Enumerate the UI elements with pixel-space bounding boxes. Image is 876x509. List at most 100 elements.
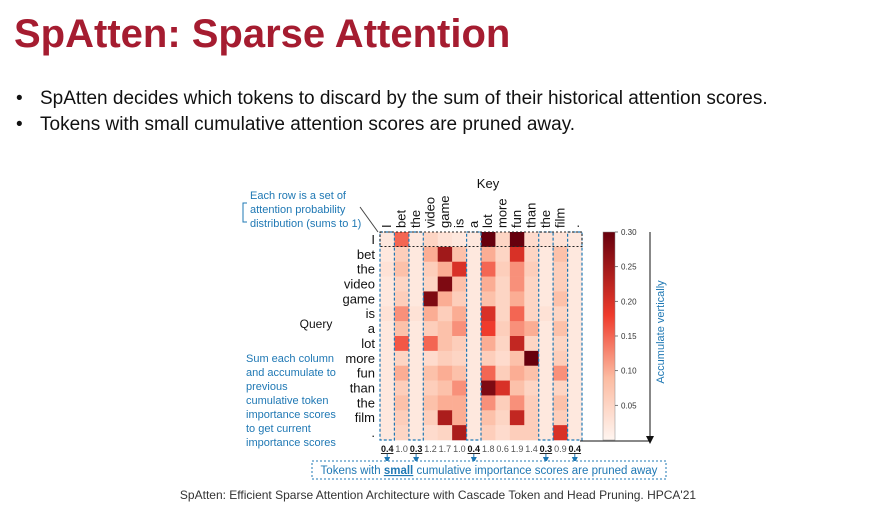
- heatmap-cell: [466, 395, 482, 411]
- rows-bracket-icon: [242, 202, 247, 223]
- row-label: game: [342, 291, 375, 306]
- heatmap-cell: [437, 350, 453, 367]
- rows-pointer-line: [359, 206, 379, 233]
- heatmap-cell: [524, 321, 540, 337]
- slide-title: SpAtten: Sparse Attention: [14, 12, 511, 56]
- colorbar-tick-label: 0.30: [621, 228, 637, 237]
- heatmap-cell: [437, 395, 453, 411]
- heatmap-cell: [567, 232, 583, 248]
- heatmap-cell: [495, 380, 511, 396]
- heatmap-cell: [553, 276, 568, 292]
- heatmap-cell: [394, 291, 410, 307]
- heatmap-cell: [408, 276, 424, 292]
- rows-annotation: Each row is a set of attention probabili…: [242, 190, 379, 233]
- rows-annotation-line-2: attention probability: [250, 204, 346, 216]
- heatmap-cell: [495, 321, 511, 337]
- heatmap-cell: [538, 306, 554, 322]
- heatmap-cell: [481, 232, 496, 248]
- row-label: video: [344, 277, 375, 292]
- heatmap-cell: [553, 261, 568, 277]
- row-label: is: [366, 306, 376, 321]
- heatmap-cell: [452, 425, 467, 441]
- heatmap-cell: [524, 395, 540, 411]
- colorbar-ticks: 0.30 0.25 0.20 0.15 0.10 0.05: [615, 228, 637, 410]
- heatmap-cell: [495, 261, 511, 277]
- heatmap-cell: [567, 365, 583, 381]
- heatmap-cell: [380, 365, 395, 381]
- heatmap-cell: [553, 321, 568, 337]
- heatmap-cell: [538, 291, 554, 307]
- heatmap-cell: [452, 291, 467, 307]
- pruned-footer-text: Tokens with small cumulative importance …: [321, 465, 658, 477]
- column-label: fun: [509, 210, 524, 228]
- heatmap-cell: [553, 365, 568, 381]
- heatmap-cell: [509, 350, 525, 367]
- heatmap-cell: [553, 395, 568, 411]
- heatmap-cell: [452, 395, 467, 411]
- column-label: is: [451, 218, 466, 228]
- footer-prefix: Tokens with: [321, 465, 384, 477]
- heatmap-cell: [394, 306, 410, 322]
- column-sum: 0.4: [468, 444, 481, 454]
- sum-annotation-line-7: importance scores: [246, 437, 336, 449]
- bullet-list: • SpAtten decides which tokens to discard…: [14, 86, 768, 138]
- column-sum: 1.0: [453, 444, 466, 454]
- colorbar-tick-label: 0.25: [621, 263, 637, 272]
- column-label: bet: [394, 210, 409, 228]
- heatmap-cell: [394, 232, 410, 248]
- column-sum: 1.8: [482, 444, 495, 454]
- heatmap-cell: [394, 365, 410, 381]
- heatmap-cell: [538, 276, 554, 292]
- heatmap-cell: [481, 365, 496, 381]
- row-label: bet: [357, 247, 375, 262]
- row-label: a: [368, 321, 376, 336]
- pruned-column-outline: [566, 231, 583, 441]
- heatmap-cell: [394, 350, 410, 367]
- heatmap-cell: [380, 306, 395, 322]
- heatmap-cell: [423, 306, 439, 322]
- heatmap-cell: [380, 276, 395, 292]
- row-label: than: [350, 381, 375, 396]
- heatmap-cell: [524, 410, 540, 426]
- heatmap-cell: [553, 380, 568, 396]
- heatmap-cell: [481, 425, 496, 441]
- heatmap-cell: [567, 410, 583, 426]
- heatmap-cell: [437, 425, 453, 441]
- heatmap-cell: [408, 380, 424, 396]
- heatmap-cell: [495, 425, 511, 441]
- column-label: I: [379, 224, 394, 228]
- heatmap-cell: [437, 380, 453, 396]
- column-label: more: [495, 198, 510, 228]
- key-label: Key: [477, 176, 500, 191]
- column-sum: 1.2: [424, 444, 437, 454]
- heatmap-cell: [495, 306, 511, 322]
- heatmap-cell: [466, 336, 482, 352]
- heatmap-cell: [524, 365, 540, 381]
- heatmap-cell: [509, 321, 525, 337]
- column-label: film: [552, 208, 567, 228]
- heatmap-cell: [408, 425, 424, 441]
- query-label: Query: [300, 317, 333, 331]
- heatmap-cell: [452, 350, 467, 367]
- heatmap-cell: [509, 306, 525, 322]
- column-label: .: [567, 224, 582, 228]
- heatmap-cell: [408, 410, 424, 426]
- bullet-dot-icon: •: [16, 114, 23, 135]
- heatmap-cell: [553, 425, 568, 441]
- first-row-outline: [379, 231, 583, 247]
- heatmap-cell: [394, 246, 410, 263]
- heatmap-cell: [380, 321, 395, 337]
- heatmap-cell: [423, 410, 439, 426]
- heatmap-cell: [538, 365, 554, 381]
- heatmap-cell: [481, 261, 496, 277]
- heatmap-cell: [509, 232, 525, 248]
- heatmap-cell: [394, 395, 410, 411]
- heatmap-cell: [452, 365, 467, 381]
- footer-suffix: cumulative importance scores are pruned …: [413, 465, 657, 477]
- heatmap-cell: [437, 246, 453, 263]
- sum-annotation-line-3: previous: [246, 381, 288, 393]
- heatmap-cell: [380, 232, 395, 248]
- heatmap-cell: [423, 425, 439, 441]
- sum-annotation-line-6: to get current: [246, 423, 311, 435]
